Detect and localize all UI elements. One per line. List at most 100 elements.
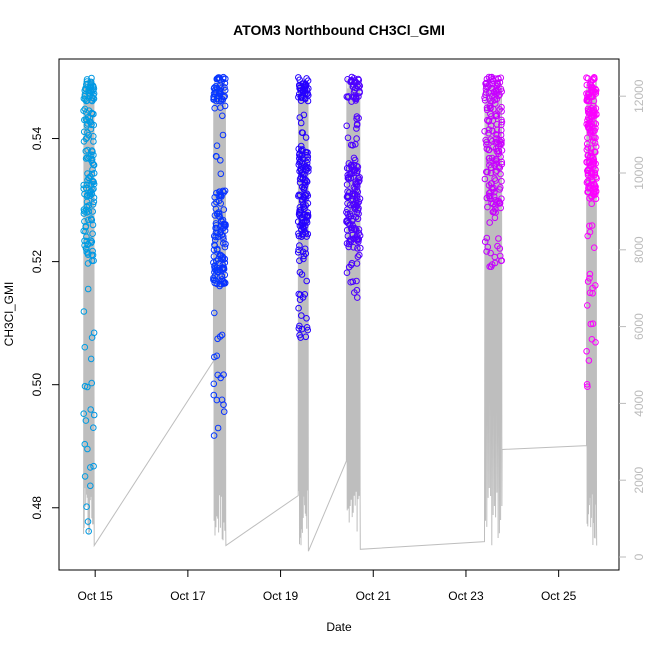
data-point <box>498 121 505 129</box>
data-point <box>343 164 351 172</box>
data-point <box>353 125 360 132</box>
data-point <box>485 73 493 81</box>
data-point <box>90 151 97 159</box>
data-point <box>294 249 302 256</box>
data-point <box>485 155 493 162</box>
data-point <box>302 195 309 202</box>
data-point <box>584 232 592 240</box>
data-point <box>295 325 303 332</box>
data-point <box>353 192 361 199</box>
data-point <box>345 175 353 183</box>
data-point <box>297 167 305 174</box>
data-point <box>355 226 363 233</box>
data-point <box>590 189 597 197</box>
data-point <box>487 249 494 257</box>
data-point <box>351 166 359 173</box>
data-point <box>493 126 501 134</box>
data-point <box>84 120 91 127</box>
data-point <box>353 236 360 243</box>
data-point <box>89 166 96 173</box>
data-point <box>82 228 89 235</box>
data-point <box>586 81 594 88</box>
data-point <box>210 259 217 266</box>
data-point <box>90 194 98 201</box>
data-point <box>584 97 592 105</box>
x-tick-label: Oct 15 <box>77 589 113 603</box>
data-point <box>352 97 360 104</box>
data-point <box>343 93 351 100</box>
data-point <box>302 250 310 257</box>
data-point <box>590 156 598 163</box>
data-point <box>357 244 364 252</box>
data-point <box>591 169 599 177</box>
data-point <box>212 277 219 284</box>
data-point <box>210 253 218 260</box>
data-point <box>344 193 351 200</box>
data-point <box>349 278 357 286</box>
data-point <box>221 243 229 251</box>
data-point <box>351 86 358 94</box>
data-point <box>498 108 505 115</box>
data-point <box>84 518 92 525</box>
data-point <box>214 246 221 254</box>
data-point <box>304 209 312 216</box>
data-point <box>356 82 364 90</box>
data-point <box>90 424 97 432</box>
data-point <box>492 209 499 216</box>
data-point <box>215 76 223 83</box>
x-tick-label: Oct 21 <box>356 589 392 603</box>
data-point <box>350 154 358 162</box>
data-point <box>302 80 309 88</box>
data-point <box>81 105 89 113</box>
data-point <box>211 200 218 208</box>
data-point <box>211 86 219 94</box>
data-point <box>350 201 357 209</box>
data-point <box>347 141 355 149</box>
x-tick-label: Oct 19 <box>263 589 299 603</box>
data-point <box>211 276 218 284</box>
data-point <box>344 219 352 227</box>
data-point <box>213 224 221 232</box>
data-point <box>350 215 357 223</box>
data-point <box>297 119 305 127</box>
chart-title: ATOM3 Northbound CH3Cl_GMI <box>233 22 445 38</box>
data-point <box>84 260 92 267</box>
data-point <box>488 184 496 192</box>
data-point <box>211 194 218 201</box>
y2-tick-label: 8000 <box>632 236 646 263</box>
data-point <box>587 81 595 89</box>
data-point <box>85 174 93 181</box>
plot-frame <box>58 58 620 571</box>
data-point <box>586 222 593 230</box>
data-point <box>82 85 90 93</box>
data-point <box>81 218 88 225</box>
data-point <box>87 464 94 471</box>
data-point <box>496 245 504 252</box>
data-point <box>295 192 302 200</box>
data-point <box>591 139 599 147</box>
ch3cl-series <box>80 73 600 535</box>
data-point <box>221 220 228 228</box>
data-point <box>351 77 359 84</box>
y-tick-label: 0.54 <box>30 127 44 151</box>
data-point <box>497 184 504 191</box>
data-point <box>298 312 305 319</box>
data-point <box>88 121 95 129</box>
data-point <box>349 231 356 239</box>
data-point <box>344 134 352 142</box>
data-point <box>491 175 498 182</box>
y2-tick-label: 4000 <box>632 390 646 417</box>
altitude-line <box>83 77 598 552</box>
data-point <box>303 315 310 322</box>
data-point <box>585 357 593 364</box>
data-point <box>492 168 500 176</box>
data-point <box>592 339 599 346</box>
data-point <box>301 191 309 199</box>
data-point <box>84 241 91 249</box>
data-point <box>343 122 351 130</box>
data-point <box>296 207 303 214</box>
data-point <box>353 202 361 209</box>
data-point <box>585 159 593 166</box>
data-point <box>82 109 90 116</box>
